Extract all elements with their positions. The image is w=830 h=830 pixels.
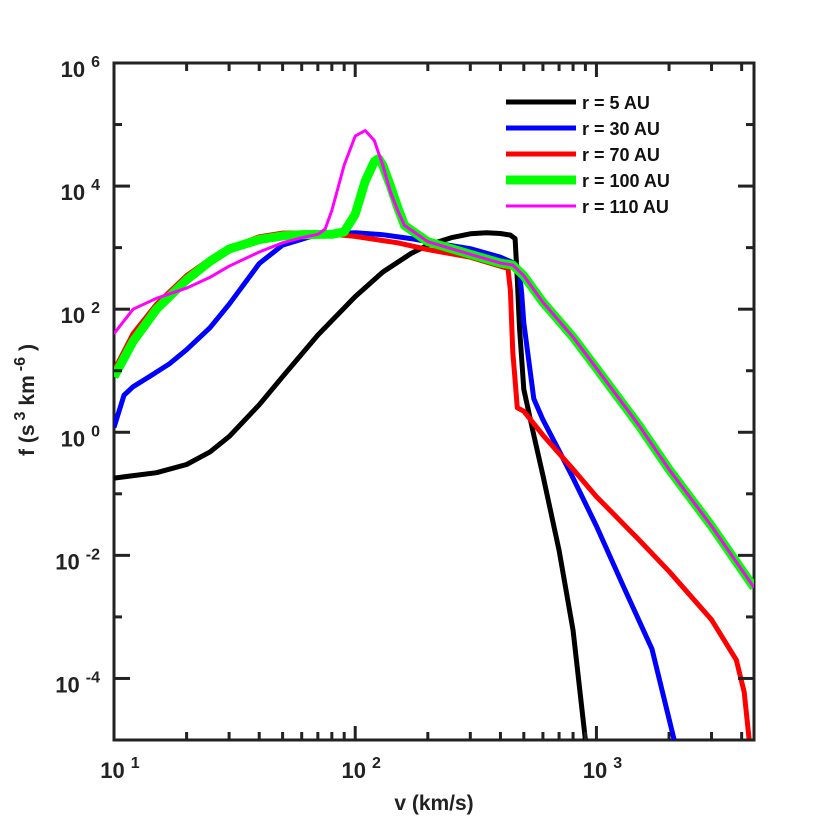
legend-label-3: r = 70 AU [582,145,660,165]
y-tick-label: 10 6 [61,54,100,82]
plot-series [114,129,754,740]
x-tick-label: 10 1 [100,755,139,783]
y-axis-label: f (s3km-6) [12,344,39,456]
legend-label-2: r = 30 AU [582,119,660,139]
legend-label-4: r = 100 AU [582,171,670,191]
tick-labels: 10 1 10 2 10 3 10 -4 10 -2 10 0 10 2 10 4 10 6 [55,54,622,783]
series-line-5 [114,129,754,589]
series-line-1 [114,230,588,740]
x-tick-label: 10 2 [342,755,381,783]
y-tick-label: 10 0 [61,423,100,451]
legend-label-5: r = 110 AU [582,197,669,217]
y-tick-label: 10 -2 [55,546,100,574]
plot-frame [112,61,756,742]
legend-label-1: r = 5 AU [582,93,650,113]
series-line-4 [114,154,754,591]
axis-ticks [112,61,754,742]
y-tick-label: 10 -4 [55,669,100,697]
y-tick-label: 10 4 [61,177,100,205]
legend: r = 5 AU r = 30 AU r = 70 AU r = 100 AU r = … [506,93,670,217]
x-tick-label: 10 3 [583,755,622,783]
axes-frame [112,61,756,742]
y-tick-label: 10 2 [61,300,100,328]
x-axis-label: v (km/s) [394,792,473,815]
